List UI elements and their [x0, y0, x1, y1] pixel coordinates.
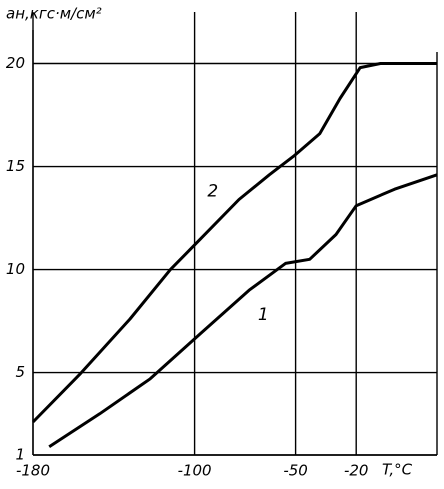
x-tick-label: -20 [344, 462, 369, 480]
x-tick-label: -100 [178, 462, 212, 480]
y-tick-label: 1 [15, 446, 25, 464]
y-tick-label: 20 [6, 54, 25, 72]
x-tick-label: -180 [16, 462, 50, 480]
y-tick-label: 15 [6, 157, 25, 175]
x-tick-label: -50 [283, 462, 308, 480]
series-line [31, 62, 437, 424]
series-label: 2 [207, 181, 218, 201]
y-axis-label: aн,кгс·м/см² [6, 5, 102, 23]
series-line [48, 173, 438, 449]
y-tick-label: 5 [15, 363, 25, 381]
y-tick-label: 10 [6, 260, 25, 278]
series-label: 1 [258, 305, 269, 325]
x-axis-label: T,°C [382, 461, 413, 479]
